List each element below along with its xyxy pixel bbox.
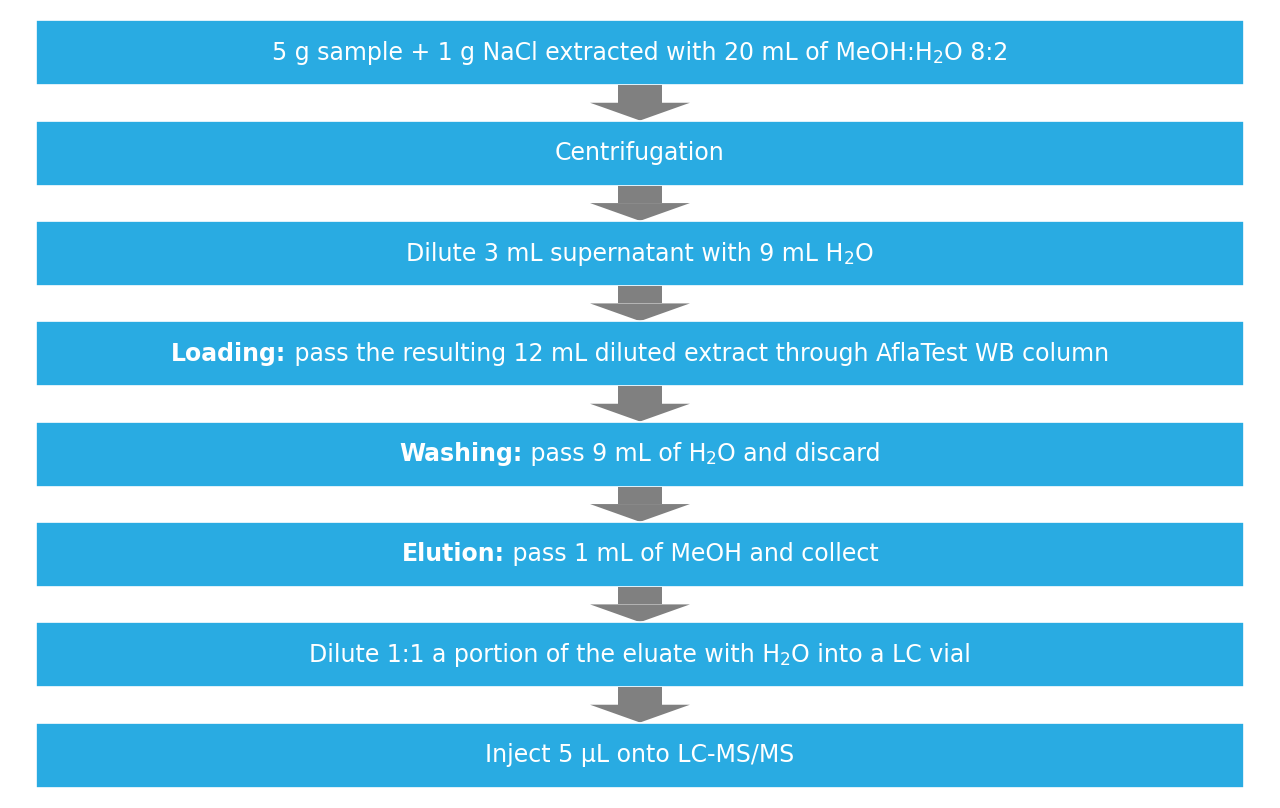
Text: Dilute 1:1 a portion of the eluate with H: Dilute 1:1 a portion of the eluate with … — [308, 643, 781, 667]
Polygon shape — [618, 486, 662, 504]
Text: 2: 2 — [707, 450, 717, 468]
Polygon shape — [590, 203, 690, 221]
Text: O and discard: O and discard — [717, 442, 881, 466]
FancyBboxPatch shape — [36, 722, 1244, 788]
Text: Loading:: Loading: — [172, 342, 287, 366]
Polygon shape — [590, 604, 690, 622]
Text: pass 1 mL of MeOH and collect: pass 1 mL of MeOH and collect — [504, 542, 878, 566]
Text: 5 g sample + 1 g NaCl extracted with 20 mL of MeOH:H: 5 g sample + 1 g NaCl extracted with 20 … — [273, 41, 933, 65]
Text: 2: 2 — [933, 49, 943, 67]
Text: Dilute 3 mL supernatant with 9 mL H: Dilute 3 mL supernatant with 9 mL H — [407, 242, 844, 266]
Text: pass 9 mL of H: pass 9 mL of H — [522, 442, 707, 466]
Text: Centrifugation: Centrifugation — [556, 141, 724, 165]
Polygon shape — [590, 103, 690, 120]
Polygon shape — [618, 386, 662, 404]
Polygon shape — [590, 304, 690, 322]
FancyBboxPatch shape — [36, 20, 1244, 86]
Polygon shape — [618, 186, 662, 203]
Polygon shape — [618, 286, 662, 304]
Polygon shape — [618, 86, 662, 103]
Polygon shape — [590, 404, 690, 422]
Text: 2: 2 — [844, 250, 855, 267]
Text: Elution:: Elution: — [402, 542, 504, 566]
Text: Inject 5 μL onto LC-MS/MS: Inject 5 μL onto LC-MS/MS — [485, 743, 795, 767]
FancyBboxPatch shape — [36, 622, 1244, 688]
FancyBboxPatch shape — [36, 422, 1244, 486]
FancyBboxPatch shape — [36, 221, 1244, 286]
Text: O 8:2: O 8:2 — [943, 41, 1007, 65]
Text: pass the resulting 12 mL diluted extract through AflaTest WB column: pass the resulting 12 mL diluted extract… — [287, 342, 1108, 366]
FancyBboxPatch shape — [36, 120, 1244, 186]
Text: 2: 2 — [781, 651, 791, 669]
Text: Washing:: Washing: — [399, 442, 522, 466]
Polygon shape — [590, 504, 690, 522]
FancyBboxPatch shape — [36, 322, 1244, 386]
Text: O into a LC vial: O into a LC vial — [791, 643, 972, 667]
Polygon shape — [590, 705, 690, 722]
Polygon shape — [618, 688, 662, 705]
FancyBboxPatch shape — [36, 522, 1244, 587]
Text: O: O — [855, 242, 873, 266]
Polygon shape — [618, 587, 662, 604]
